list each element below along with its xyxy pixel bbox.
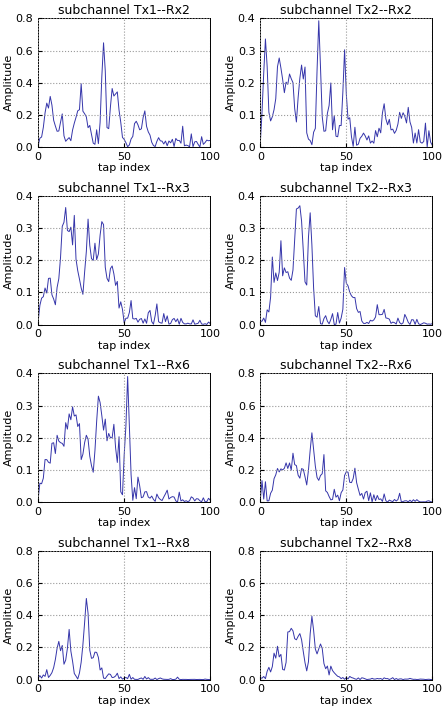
Title: subchannel Tx1--Rx6: subchannel Tx1--Rx6 — [58, 359, 190, 372]
Title: subchannel Tx1--Rx8: subchannel Tx1--Rx8 — [58, 537, 190, 550]
X-axis label: tap index: tap index — [98, 518, 150, 528]
Y-axis label: Amplitude: Amplitude — [4, 54, 14, 111]
X-axis label: tap index: tap index — [98, 163, 150, 173]
X-axis label: tap index: tap index — [98, 696, 150, 706]
Y-axis label: Amplitude: Amplitude — [226, 409, 236, 466]
Title: subchannel Tx2--Rx3: subchannel Tx2--Rx3 — [280, 182, 412, 195]
Title: subchannel Tx2--Rx8: subchannel Tx2--Rx8 — [280, 537, 412, 550]
X-axis label: tap index: tap index — [320, 163, 372, 173]
Y-axis label: Amplitude: Amplitude — [226, 231, 236, 289]
Y-axis label: Amplitude: Amplitude — [4, 586, 14, 644]
X-axis label: tap index: tap index — [320, 518, 372, 528]
X-axis label: tap index: tap index — [320, 341, 372, 351]
X-axis label: tap index: tap index — [320, 696, 372, 706]
Y-axis label: Amplitude: Amplitude — [226, 586, 236, 644]
Y-axis label: Amplitude: Amplitude — [4, 409, 14, 466]
Y-axis label: Amplitude: Amplitude — [226, 54, 236, 111]
Y-axis label: Amplitude: Amplitude — [4, 231, 14, 289]
Title: subchannel Tx1--Rx2: subchannel Tx1--Rx2 — [58, 4, 190, 17]
Title: subchannel Tx2--Rx2: subchannel Tx2--Rx2 — [280, 4, 412, 17]
Title: subchannel Tx2--Rx6: subchannel Tx2--Rx6 — [280, 359, 412, 372]
X-axis label: tap index: tap index — [98, 341, 150, 351]
Title: subchannel Tx1--Rx3: subchannel Tx1--Rx3 — [58, 182, 190, 195]
